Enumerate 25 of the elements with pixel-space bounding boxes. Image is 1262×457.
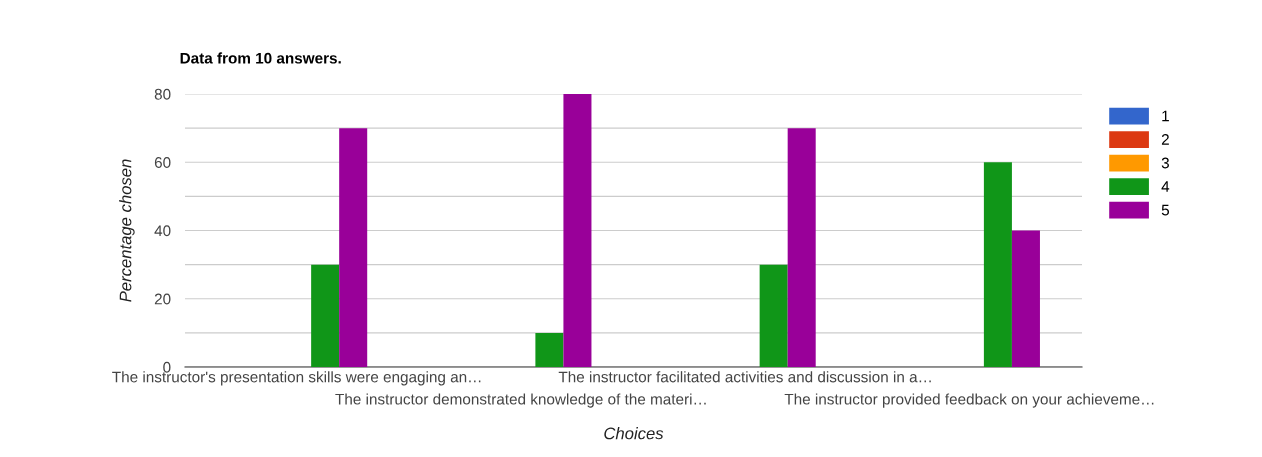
- legend-label: 3: [1161, 157, 1169, 169]
- y-axis-title: Percentage chosen: [119, 159, 135, 302]
- x-tick-label: The instructor's presentation skills were engaging an…: [112, 371, 481, 386]
- bar: [983, 162, 1012, 367]
- bar: [563, 94, 592, 367]
- bar: [339, 128, 368, 367]
- y-tick-label: 20: [154, 293, 171, 305]
- chart-title: Data from 10 answers.: [180, 52, 341, 64]
- bar: [311, 264, 340, 367]
- y-tick-label: 40: [154, 225, 171, 237]
- x-tick-label: The instructor provided feedback on your achieveme…: [784, 393, 1154, 408]
- y-tick-label: 80: [154, 88, 171, 100]
- bar: [1011, 230, 1040, 367]
- bar: [535, 332, 564, 367]
- legend-label: 4: [1161, 181, 1170, 192]
- bar: [787, 128, 816, 367]
- y-tick-label: 60: [154, 157, 171, 168]
- y-tick-label: 0: [163, 361, 171, 373]
- bar: [759, 264, 788, 367]
- x-axis-title: Choices: [604, 427, 664, 440]
- x-tick-label: The instructor facilitated activities and discussion in a…: [558, 371, 931, 383]
- x-tick-label: The instructor demonstrated knowledge of the materi…: [335, 393, 706, 408]
- legend-label: 2: [1161, 134, 1169, 145]
- legend-label: 1: [1162, 110, 1169, 122]
- legend-label: 5: [1161, 204, 1170, 216]
